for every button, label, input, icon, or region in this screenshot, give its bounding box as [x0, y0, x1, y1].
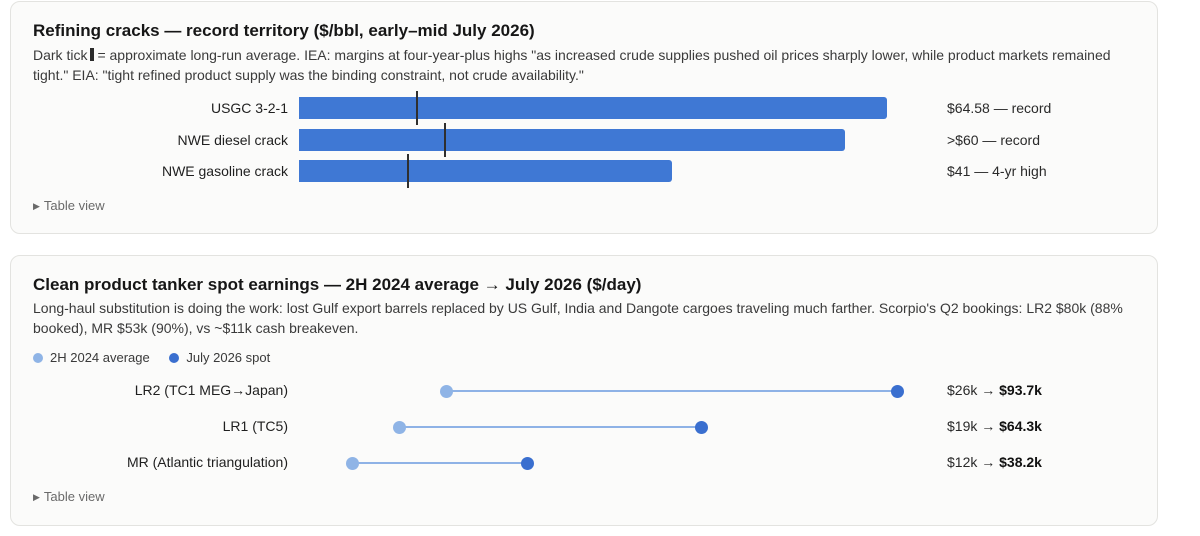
table-view-label: Table view	[43, 489, 105, 504]
dumbbell-category-label: LR1 (TC5)	[222, 418, 288, 434]
refining-cracks-card: Refining cracks — record territory ($/bb…	[10, 1, 1158, 234]
table-view-toggle[interactable]: ▶ Table view	[33, 489, 105, 504]
dumbbell-connector	[352, 462, 528, 464]
bar-category-label: USGC 3-2-1	[210, 100, 288, 116]
value-to: $93.7k	[999, 382, 1042, 398]
dumbbell-category-label: LR2 (TC1 MEG→Japan)	[134, 382, 288, 398]
dark-tick-legend-icon	[90, 48, 95, 61]
legend-item-2h-2024: 2H 2024 average	[33, 350, 150, 365]
point-july-2026	[520, 456, 534, 470]
legend-item-july-2026: July 2026 spot	[169, 350, 270, 365]
subtitle-pre: Dark tick	[33, 47, 88, 63]
dumbbell-value-label: $26k → $93.7k	[947, 382, 1042, 398]
bar-value-label: $64.58 — record	[947, 100, 1052, 116]
dumbbell-value-label: $12k → $38.2k	[947, 454, 1042, 470]
bar-value-label: >$60 — record	[947, 132, 1040, 148]
table-view-label: Table view	[43, 198, 105, 213]
value-from: $26k →	[947, 382, 1000, 398]
refining-cracks-title: Refining cracks — record territory ($/bb…	[33, 21, 535, 40]
point-july-2026	[890, 384, 904, 398]
bar	[299, 160, 673, 182]
value-to: $38.2k	[999, 454, 1042, 470]
tanker-earnings-title: Clean product tanker spot earnings — 2H …	[33, 275, 642, 294]
dumbbell-category-label: MR (Atlantic triangulation)	[126, 454, 288, 470]
tanker-earnings-subtitle: Long-haul substitution is doing the work…	[33, 300, 1123, 336]
value-from: $12k →	[947, 454, 1000, 470]
dumbbell-connector	[399, 426, 702, 428]
bar-value-label: $41 — 4-yr high	[947, 163, 1047, 179]
disclosure-triangle-icon: ▶	[33, 201, 40, 211]
bar-category-label: NWE diesel crack	[177, 132, 288, 148]
refining-cracks-subtitle: Dark tick = approximate long-run average.…	[33, 45, 1123, 85]
point-july-2026	[694, 420, 708, 434]
long-run-average-tick	[416, 91, 419, 125]
point-2h-2024	[393, 420, 407, 434]
bar	[299, 129, 846, 151]
table-view-toggle[interactable]: ▶ Table view	[33, 198, 105, 213]
point-2h-2024	[346, 456, 360, 470]
legend-label-july-2026: July 2026 spot	[186, 350, 271, 365]
subtitle-post: = approximate long-run average. IEA: mar…	[33, 47, 1111, 83]
dumbbell-connector	[446, 390, 898, 392]
dumbbell-value-label: $19k → $64.3k	[947, 418, 1042, 434]
value-to: $64.3k	[999, 418, 1042, 434]
point-2h-2024	[439, 384, 453, 398]
long-run-average-tick	[407, 154, 410, 188]
bar-category-label: NWE gasoline crack	[161, 163, 288, 179]
legend-dot-light	[33, 353, 43, 363]
disclosure-triangle-icon: ▶	[33, 492, 40, 502]
chart-legend: 2H 2024 average July 2026 spot	[33, 350, 286, 365]
long-run-average-tick	[443, 123, 446, 157]
value-from: $19k →	[947, 418, 1000, 434]
bar	[299, 97, 887, 119]
legend-label-2h-2024: 2H 2024 average	[50, 350, 150, 365]
legend-dot-dark	[169, 353, 180, 363]
tanker-earnings-card: Clean product tanker spot earnings — 2H …	[10, 255, 1158, 526]
